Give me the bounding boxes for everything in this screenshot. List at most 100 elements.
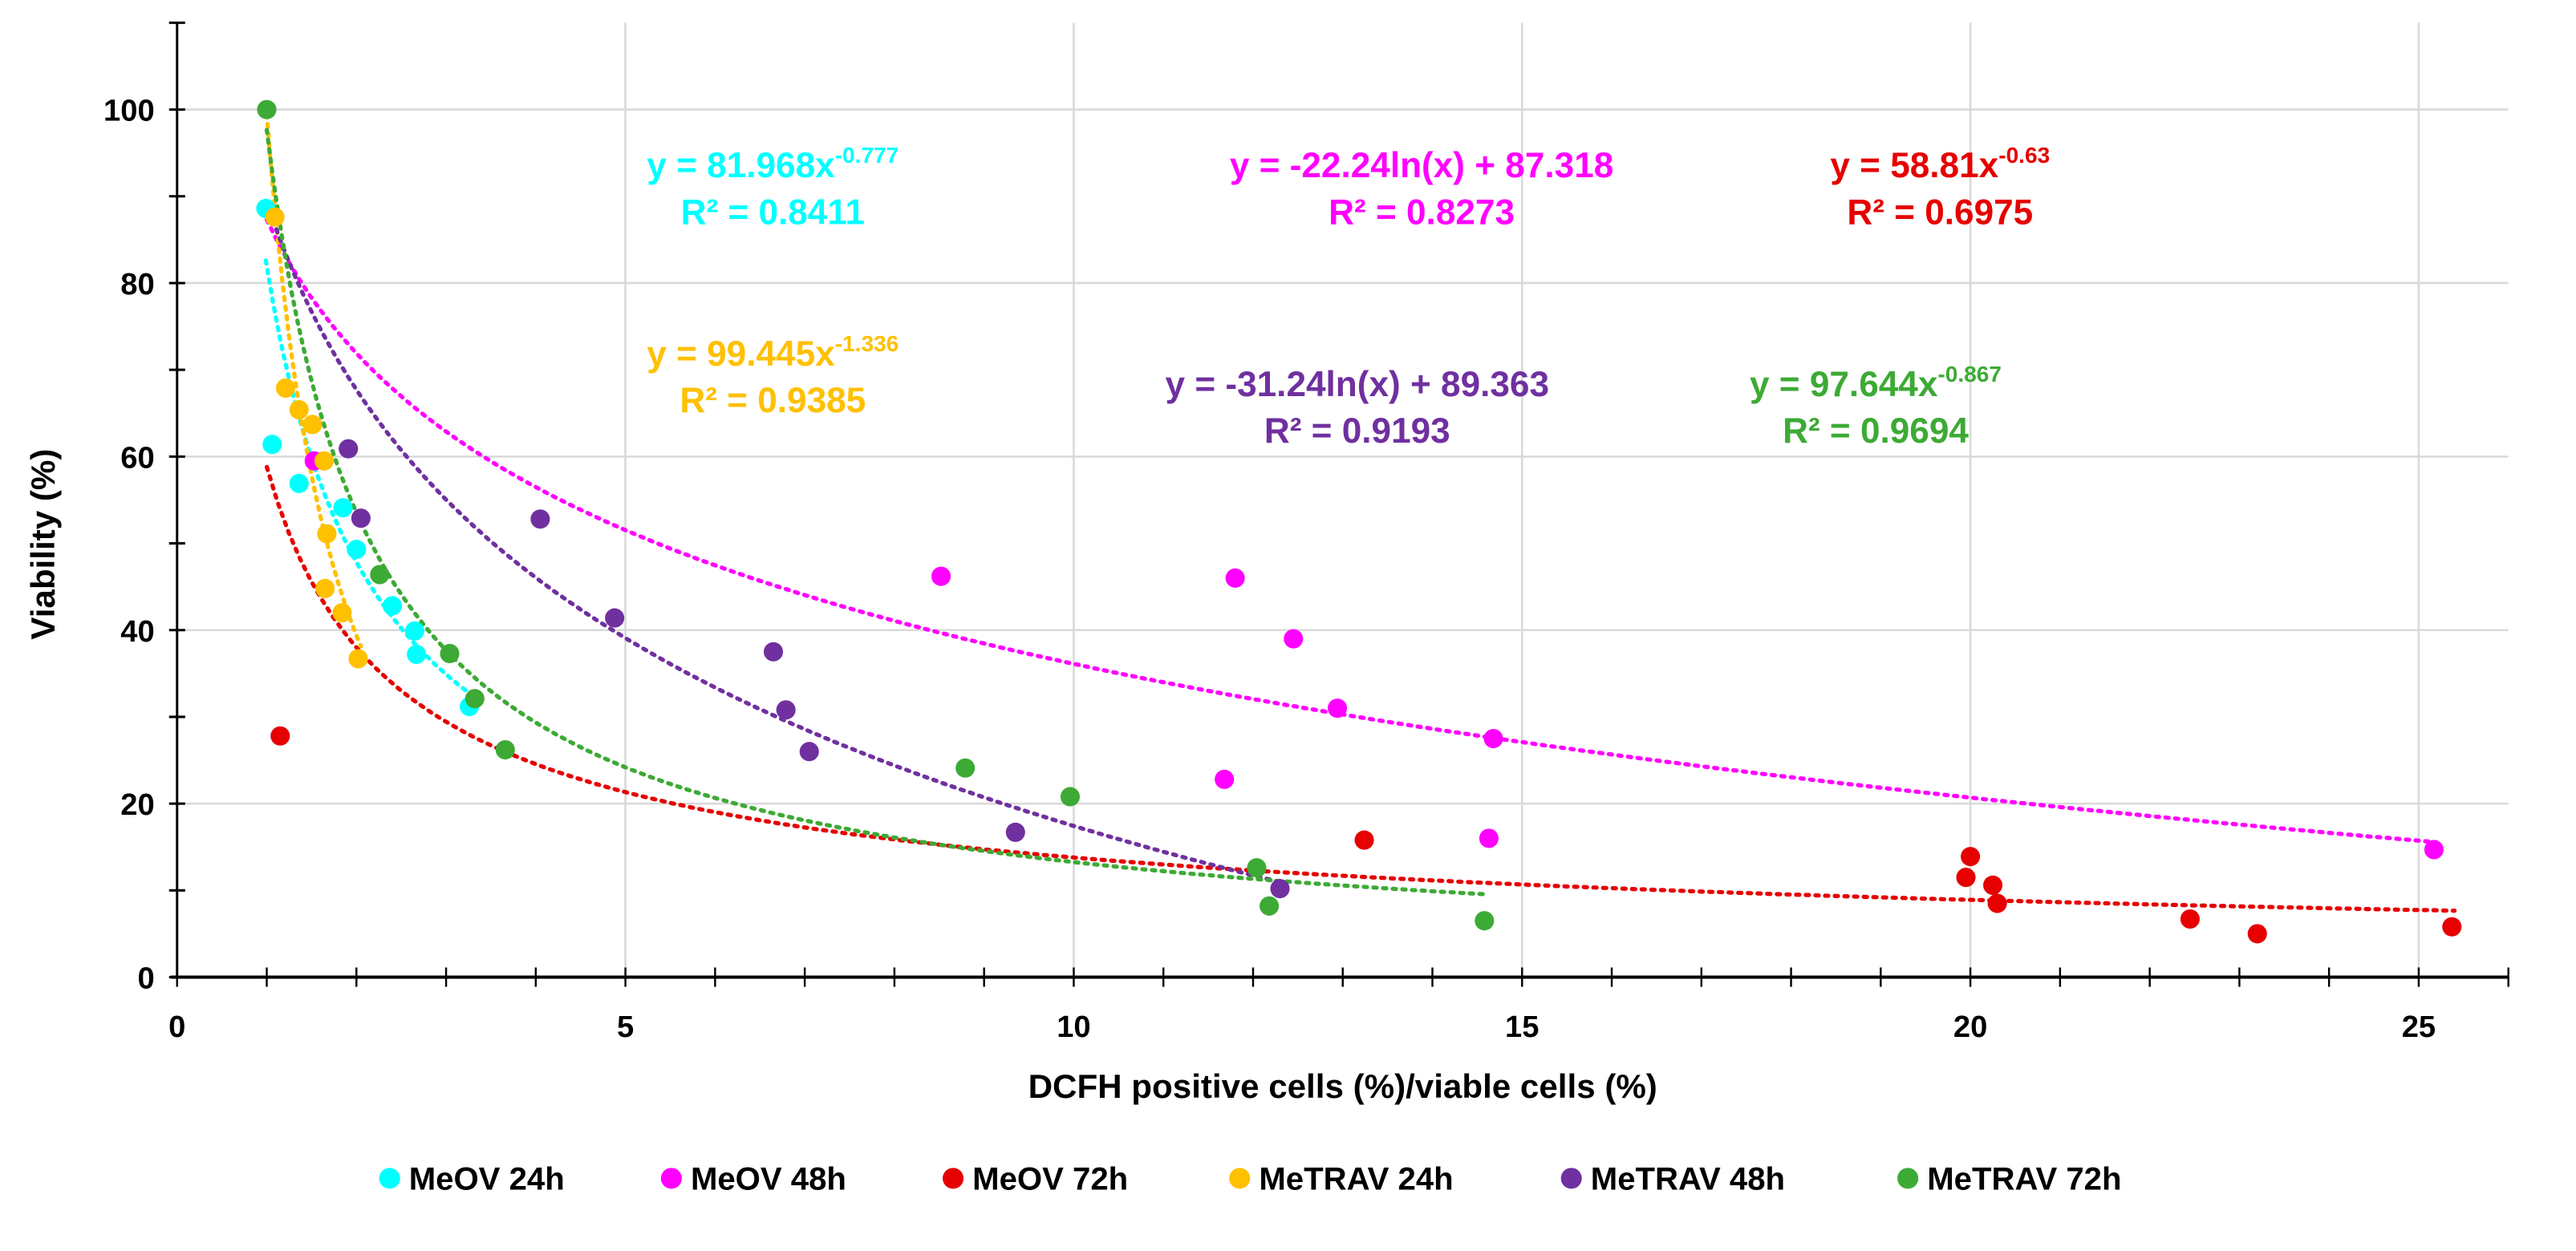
equation-exponent: -1.336 — [835, 331, 899, 356]
y-axis-label: Viability (%) — [24, 449, 62, 640]
legend-marker — [1897, 1168, 1919, 1189]
data-point-metrav-72h — [464, 689, 485, 709]
axes: 0 20 40 60 80 100 0 5 10 15 20 25 — [103, 21, 2509, 1044]
data-point-meov-72h — [2442, 917, 2462, 937]
equation-text: y = 81.968x — [647, 146, 835, 185]
data-point-meov-72h — [1983, 875, 2003, 895]
data-point-meov-48h — [1479, 828, 1499, 848]
r-squared-label: R² = 0.8273 — [1329, 192, 1515, 232]
legend-label: MeOV 48h — [691, 1160, 846, 1196]
data-point-meov-48h — [2424, 840, 2444, 860]
trendline-equation: y = 81.968x-0.777 — [647, 143, 899, 185]
legend-marker — [379, 1168, 400, 1189]
data-point-meov-24h — [382, 596, 403, 616]
data-point-meov-24h — [262, 435, 282, 455]
data-point-metrav-72h — [1247, 858, 1267, 878]
data-point-meov-72h — [1956, 868, 1976, 888]
legend-label: MeOV 24h — [409, 1160, 565, 1196]
data-point-metrav-72h — [1060, 787, 1081, 807]
data-point-meov-48h — [1225, 568, 1245, 588]
data-point-meov-72h — [2180, 909, 2200, 929]
data-point-metrav-72h — [1260, 896, 1280, 916]
data-point-metrav-24h — [275, 378, 296, 398]
trendline-meov-72h — [264, 464, 2457, 913]
data-point-metrav-48h — [1005, 822, 1025, 842]
legend-marker — [1229, 1168, 1251, 1189]
data-point-metrav-24h — [348, 649, 368, 669]
legend-label: MeTRAV 72h — [1927, 1160, 2121, 1196]
y-tick-label: 80 — [120, 267, 154, 302]
data-point-metrav-24h — [315, 578, 335, 598]
equation-exponent: -0.63 — [1998, 143, 2050, 168]
data-point-metrav-24h — [332, 603, 352, 623]
x-tick-label: 15 — [1505, 1010, 1539, 1044]
equation-exponent: -0.777 — [835, 143, 899, 168]
data-point-meov-24h — [289, 473, 309, 493]
data-point-metrav-48h — [1270, 879, 1290, 899]
data-point-metrav-48h — [799, 742, 819, 762]
trendline-equation: y = 99.445x-1.336 — [647, 331, 899, 374]
data-point-meov-72h — [1987, 893, 2007, 913]
legend-label: MeTRAV 24h — [1259, 1160, 1453, 1196]
data-point-metrav-48h — [763, 642, 784, 662]
data-point-meov-72h — [2247, 924, 2267, 944]
data-point-meov-24h — [404, 621, 424, 641]
equation-text: y = -22.24ln(x) + 87.318 — [1230, 146, 1614, 185]
y-tick-label: 100 — [103, 94, 155, 128]
trendline-equations: y = 81.968x-0.777 R² = 0.8411 y = -22.24ln… — [647, 143, 2050, 451]
data-point-metrav-48h — [351, 508, 371, 528]
equation-text: y = 97.644x — [1750, 365, 1938, 404]
x-tick-label: 10 — [1057, 1010, 1090, 1044]
data-point-metrav-72h — [1475, 911, 1495, 931]
data-point-meov-24h — [347, 540, 367, 560]
equation-exponent: -0.867 — [1937, 362, 2002, 387]
equation-text: y = -31.24ln(x) + 89.363 — [1166, 365, 1550, 404]
data-point-meov-72h — [1354, 830, 1374, 850]
r-squared-label: R² = 0.9385 — [679, 381, 866, 420]
data-point-meov-48h — [1284, 629, 1304, 649]
data-point-meov-24h — [333, 498, 353, 518]
data-point-meov-72h — [1961, 847, 1981, 867]
trendline-equation: y = -22.24ln(x) + 87.318 — [1230, 146, 1614, 185]
r-squared-label: R² = 0.8411 — [681, 192, 865, 232]
data-point-metrav-48h — [530, 509, 550, 529]
data-point-meov-72h — [270, 726, 290, 746]
data-point-metrav-24h — [289, 399, 309, 419]
legend-label: MeTRAV 48h — [1591, 1160, 1785, 1196]
legend-label: MeOV 72h — [972, 1160, 1128, 1196]
data-point-meov-48h — [1327, 698, 1348, 719]
r-squared-label: R² = 0.9694 — [1783, 411, 1969, 451]
legend: MeOV 24h MeOV 48h MeOV 72h MeTRAV 24h MeTRAV… — [379, 1160, 2122, 1196]
trendline-equation: y = -31.24ln(x) + 89.363 — [1166, 365, 1550, 404]
data-point-metrav-24h — [302, 415, 323, 435]
grid — [176, 22, 2509, 978]
x-tick-label: 20 — [1953, 1010, 1987, 1044]
legend-marker — [660, 1168, 682, 1189]
x-tick-label: 0 — [168, 1010, 185, 1044]
data-point-metrav-72h — [257, 99, 277, 119]
equation-text: y = 99.445x — [647, 334, 835, 374]
trendline-equation: y = 58.81x-0.63 — [1830, 143, 2050, 185]
data-point-metrav-72h — [440, 643, 460, 663]
trendlines — [263, 112, 2457, 913]
data-point-meov-24h — [407, 644, 427, 665]
y-tick-label: 20 — [120, 787, 154, 822]
legend-marker — [943, 1168, 964, 1189]
data-point-metrav-24h — [314, 451, 335, 471]
data-point-metrav-72h — [495, 740, 515, 760]
r-squared-label: R² = 0.9193 — [1264, 411, 1450, 451]
y-tick-label: 60 — [120, 440, 154, 475]
data-point-metrav-24h — [265, 207, 285, 227]
trendline-metrav-72h — [264, 128, 1489, 897]
data-point-meov-48h — [1483, 728, 1503, 749]
legend-marker — [1560, 1168, 1582, 1189]
data-point-metrav-72h — [955, 758, 976, 778]
data-point-metrav-48h — [339, 439, 359, 459]
x-tick-label: 5 — [617, 1010, 634, 1044]
data-point-metrav-24h — [317, 524, 337, 544]
data-point-metrav-72h — [370, 565, 390, 585]
trendline-meov-48h — [264, 217, 2439, 844]
data-points — [256, 99, 2462, 944]
x-tick-label: 25 — [2402, 1010, 2436, 1044]
